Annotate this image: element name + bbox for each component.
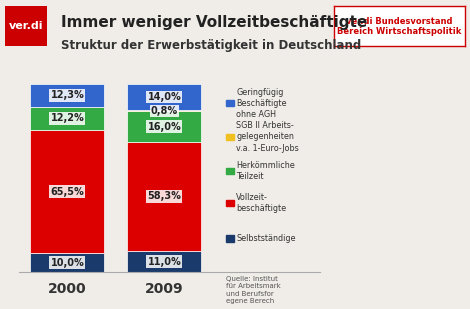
Text: 58,3%: 58,3% xyxy=(148,191,181,201)
Bar xyxy=(227,200,234,206)
Text: 65,5%: 65,5% xyxy=(50,187,84,197)
Bar xyxy=(227,167,234,174)
Text: ver.di: ver.di xyxy=(8,21,43,31)
Text: 10,0%: 10,0% xyxy=(50,257,84,268)
Text: Struktur der Erwerbstätigkeit in Deutschland: Struktur der Erwerbstätigkeit in Deutsch… xyxy=(61,39,361,52)
Bar xyxy=(227,235,234,242)
Text: Selbstständige: Selbstständige xyxy=(236,234,296,243)
Text: 14,0%: 14,0% xyxy=(148,92,181,102)
Text: ver.di Bundesvorstand
Bereich Wirtschaftspolitik: ver.di Bundesvorstand Bereich Wirtschaft… xyxy=(337,17,462,36)
Bar xyxy=(31,253,104,272)
Text: 12,2%: 12,2% xyxy=(50,113,84,123)
Bar xyxy=(127,142,201,251)
Text: 0,8%: 0,8% xyxy=(151,106,178,116)
Bar xyxy=(127,84,201,110)
Bar xyxy=(31,107,104,130)
Text: SGB II Arbeits-
gelegenheiten
v.a. 1-Euro-Jobs: SGB II Arbeits- gelegenheiten v.a. 1-Eur… xyxy=(236,121,299,153)
Text: Immer weniger Vollzeitbeschäftigte: Immer weniger Vollzeitbeschäftigte xyxy=(61,15,368,31)
Text: 16,0%: 16,0% xyxy=(148,121,181,132)
Bar xyxy=(227,134,234,140)
Text: Quelle: Institut
für Arbeitsmark
und Berufsfor
egene Berech: Quelle: Institut für Arbeitsmark und Ber… xyxy=(227,276,281,304)
Bar xyxy=(31,84,104,107)
Bar xyxy=(127,112,201,142)
Text: Geringfügig
Beschäftigte
ohne AGH: Geringfügig Beschäftigte ohne AGH xyxy=(236,87,287,119)
Text: Herkömmliche
Teilzeit: Herkömmliche Teilzeit xyxy=(236,161,295,181)
Bar xyxy=(31,130,104,253)
Text: 11,0%: 11,0% xyxy=(148,256,181,267)
Text: Vollzeit-
beschäftigte: Vollzeit- beschäftigte xyxy=(236,193,286,213)
Text: 12,3%: 12,3% xyxy=(50,91,84,100)
Bar xyxy=(227,100,234,106)
Bar xyxy=(127,110,201,112)
Bar xyxy=(127,251,201,272)
